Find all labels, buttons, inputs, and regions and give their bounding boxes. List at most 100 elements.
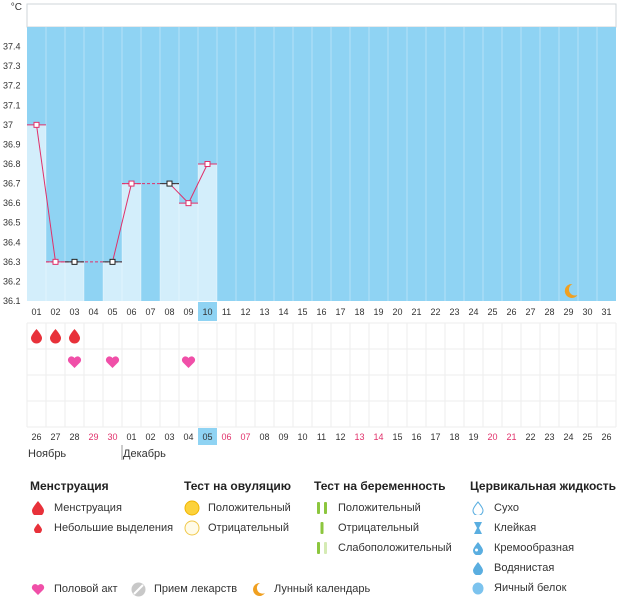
calendar-date-label: 18 <box>449 432 459 442</box>
calendar-date-label: 04 <box>183 432 193 442</box>
calendar-date-label: 13 <box>354 432 364 442</box>
calendar-date-label: 23 <box>544 432 554 442</box>
calendar-date-label: 27 <box>50 432 60 442</box>
y-tick-label: 36.1 <box>3 296 21 306</box>
legend-item: Сухо <box>470 498 616 518</box>
calendar-date-label: 11 <box>317 432 326 442</box>
two-stripes-icon <box>314 500 330 516</box>
legend-label: Отрицательный <box>338 522 419 534</box>
y-tick-label: 37.2 <box>3 81 21 91</box>
temperature-bar <box>103 261 122 301</box>
legend-label: Небольшие выделения <box>54 522 174 534</box>
y-tick-label: 37.3 <box>3 61 21 71</box>
cycle-day-label: 27 <box>525 307 535 317</box>
cycle-day-label: 07 <box>145 307 155 317</box>
dry-drop-icon <box>470 500 486 516</box>
heart-icon <box>181 356 196 368</box>
temperature-bar <box>160 183 179 301</box>
today-highlight <box>198 428 217 445</box>
drop-icon <box>69 329 80 344</box>
legend-title: Тест на овуляцию <box>184 479 291 493</box>
temperature-bar <box>27 124 46 301</box>
temperature-bar <box>179 203 198 301</box>
cycle-day-label: 11 <box>222 307 231 317</box>
cycle-day-label: 17 <box>335 307 345 317</box>
y-tick-label: 36.2 <box>3 276 21 286</box>
cycle-day-label: 10 <box>202 307 212 317</box>
y-tick-label: 36.9 <box>3 139 21 149</box>
calendar-date-label: 24 <box>563 432 573 442</box>
calendar-date-label: 21 <box>506 432 516 442</box>
legend-item: Отрицательный <box>184 518 291 538</box>
calendar-date-label: 20 <box>487 432 497 442</box>
legend-item: Отрицательный <box>314 518 452 538</box>
calendar-date-label: 25 <box>582 432 592 442</box>
faint-stripe-icon <box>314 540 330 556</box>
legend: Менструация Менструация Небольшие выделе… <box>0 478 626 598</box>
pill-icon <box>130 581 146 597</box>
calendar-date-label: 26 <box>601 432 611 442</box>
legend-item: Положительный <box>184 498 291 518</box>
cycle-day-label: 06 <box>126 307 136 317</box>
temperature-point <box>52 258 59 265</box>
temperature-bar <box>65 261 84 301</box>
cycle-day-label: 29 <box>563 307 573 317</box>
cycle-day-label: 31 <box>601 307 611 317</box>
temperature-point <box>166 180 173 187</box>
calendar-date-label: 19 <box>468 432 478 442</box>
cycle-day-label: 08 <box>164 307 174 317</box>
legend-item: Положительный <box>314 498 452 518</box>
legend-title: Менструация <box>30 479 109 493</box>
drop-icon <box>50 329 61 344</box>
moon-icon <box>564 283 578 298</box>
y-tick-label: 37.1 <box>3 100 21 110</box>
legend-label: Положительный <box>338 502 421 514</box>
cycle-day-label: 24 <box>468 307 478 317</box>
creamy-icon <box>470 540 486 556</box>
calendar-date-label: 07 <box>240 432 250 442</box>
empty-circle-icon <box>184 520 200 536</box>
heart-icon <box>30 581 46 597</box>
calendar-date-label: 29 <box>88 432 98 442</box>
calendar-date-label: 09 <box>278 432 288 442</box>
cycle-day-label: 04 <box>88 307 98 317</box>
temperature-point <box>128 180 135 187</box>
legend-label: Менструация <box>54 502 122 514</box>
moon-icon <box>250 581 266 597</box>
y-tick-label: 36.8 <box>3 159 21 169</box>
y-tick-label: 36.6 <box>3 198 21 208</box>
legend-item: Яичный белок <box>470 578 616 598</box>
calendar-date-label: 05 <box>202 432 212 442</box>
legend-label: Слабоположительный <box>338 542 452 554</box>
cycle-day-label: 23 <box>449 307 459 317</box>
legend-item: Лунный календарь <box>250 581 370 597</box>
legend-fluid: Цервикальная жидкость Сухо Клейкая Кремо… <box>470 478 616 598</box>
calendar-date-label: 02 <box>145 432 155 442</box>
temperature-bar <box>198 164 217 301</box>
legend-title: Тест на беременность <box>314 479 446 493</box>
one-stripe-icon <box>314 520 330 536</box>
calendar-date-label: 14 <box>373 432 383 442</box>
legend-item: Водянистая <box>470 558 616 578</box>
temperature-line <box>169 183 189 204</box>
watery-icon <box>470 560 486 576</box>
temperature-point <box>109 258 116 265</box>
legend-ovulation: Тест на овуляцию Положительный Отрицател… <box>184 478 291 538</box>
temperature-point <box>33 121 40 128</box>
legend-label: Водянистая <box>494 562 555 574</box>
cycle-day-label: 12 <box>240 307 250 317</box>
temperature-point <box>71 258 78 265</box>
temperature-bar <box>46 261 65 301</box>
cycle-day-label: 02 <box>50 307 60 317</box>
y-tick-label: 36.3 <box>3 257 21 267</box>
cycle-day-label: 09 <box>183 307 193 317</box>
legend-item: Клейкая <box>470 518 616 538</box>
cycle-day-label: 18 <box>354 307 364 317</box>
cycle-day-label: 16 <box>316 307 326 317</box>
small-drop-icon <box>30 520 46 536</box>
drop-icon <box>31 329 42 344</box>
legend-item: Менструация <box>30 498 173 518</box>
temperature-line <box>112 183 132 262</box>
legend-item: Половой акт <box>30 581 118 597</box>
cycle-day-label: 30 <box>582 307 592 317</box>
